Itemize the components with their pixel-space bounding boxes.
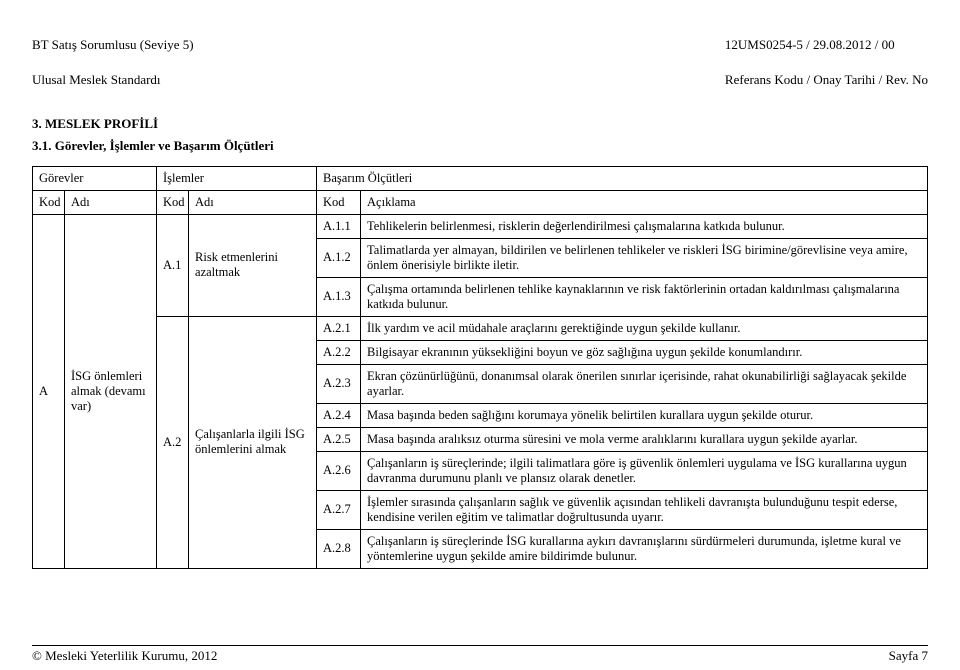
criteria-table: Görevler İşlemler Başarım Ölçütleri Kod … <box>32 166 928 569</box>
header-left-line1: BT Satış Sorumlusu (Seviye 5) <box>32 36 194 54</box>
group-header-islemler: İşlemler <box>157 166 317 190</box>
header-left-line2: Ulusal Meslek Standardı <box>32 71 194 89</box>
basarim-kod: A.2.4 <box>317 403 361 427</box>
basarim-kod: A.2.6 <box>317 451 361 490</box>
group-header-gorevler: Görevler <box>33 166 157 190</box>
footer-right: Sayfa 7 <box>889 648 928 664</box>
header-right: 12UMS0254-5 / 29.08.2012 / 00 Referans K… <box>725 18 928 106</box>
basarim-kod: A.2.5 <box>317 427 361 451</box>
table-row: A.2 Çalışanlarla ilgili İSG önlemlerini … <box>33 316 928 340</box>
basarim-aciklama: Masa başında beden sağlığını korumaya yö… <box>361 403 928 427</box>
gorev-adi: İSG önlemleri almak (devamı var) <box>65 214 157 568</box>
basarim-aciklama: Çalışanların iş süreçlerinde İSG kuralla… <box>361 529 928 568</box>
basarim-kod: A.2.3 <box>317 364 361 403</box>
basarim-kod: A.2.2 <box>317 340 361 364</box>
header-right-line1: 12UMS0254-5 / 29.08.2012 / 00 <box>725 36 928 54</box>
col-header-kod: Kod <box>33 190 65 214</box>
col-header-adi: Adı <box>189 190 317 214</box>
header-right-line2: Referans Kodu / Onay Tarihi / Rev. No <box>725 71 928 89</box>
basarim-aciklama: Masa başında aralıksız oturma süresini v… <box>361 427 928 451</box>
basarim-aciklama: Çalışanların iş süreçlerinde; ilgili tal… <box>361 451 928 490</box>
islem-kod: A.2 <box>157 316 189 568</box>
basarim-kod: A.1.1 <box>317 214 361 238</box>
col-header-aciklama: Açıklama <box>361 190 928 214</box>
table-group-header-row: Görevler İşlemler Başarım Ölçütleri <box>33 166 928 190</box>
basarim-aciklama: İşlemler sırasında çalışanların sağlık v… <box>361 490 928 529</box>
islem-kod: A.1 <box>157 214 189 316</box>
basarim-aciklama: Çalışma ortamında belirlenen tehlike kay… <box>361 277 928 316</box>
col-header-adi: Adı <box>65 190 157 214</box>
basarim-aciklama: İlk yardım ve acil müdahale araçlarını g… <box>361 316 928 340</box>
basarim-kod: A.2.8 <box>317 529 361 568</box>
page-header: BT Satış Sorumlusu (Seviye 5) Ulusal Mes… <box>32 18 928 106</box>
basarim-aciklama: Talimatlarda yer almayan, bildirilen ve … <box>361 238 928 277</box>
table-col-header-row: Kod Adı Kod Adı Kod Açıklama <box>33 190 928 214</box>
page-footer: © Mesleki Yeterlilik Kurumu, 2012 Sayfa … <box>32 645 928 664</box>
section-title: 3. MESLEK PROFİLİ <box>32 116 928 132</box>
col-header-kod: Kod <box>317 190 361 214</box>
basarim-aciklama: Tehlikelerin belirlenmesi, risklerin değ… <box>361 214 928 238</box>
basarim-kod: A.1.2 <box>317 238 361 277</box>
footer-left: © Mesleki Yeterlilik Kurumu, 2012 <box>32 648 217 664</box>
basarim-aciklama: Bilgisayar ekranının yüksekliğini boyun … <box>361 340 928 364</box>
col-header-kod: Kod <box>157 190 189 214</box>
table-row: A İSG önlemleri almak (devamı var) A.1 R… <box>33 214 928 238</box>
islem-adi: Çalışanlarla ilgili İSG önlemlerini alma… <box>189 316 317 568</box>
gorev-kod: A <box>33 214 65 568</box>
basarim-kod: A.2.7 <box>317 490 361 529</box>
islem-adi: Risk etmenlerini azaltmak <box>189 214 317 316</box>
group-header-basarim: Başarım Ölçütleri <box>317 166 928 190</box>
subsection-title: 3.1. Görevler, İşlemler ve Başarım Ölçüt… <box>32 138 928 154</box>
basarim-aciklama: Ekran çözünürlüğünü, donanımsal olarak ö… <box>361 364 928 403</box>
basarim-kod: A.2.1 <box>317 316 361 340</box>
header-left: BT Satış Sorumlusu (Seviye 5) Ulusal Mes… <box>32 18 194 106</box>
basarim-kod: A.1.3 <box>317 277 361 316</box>
